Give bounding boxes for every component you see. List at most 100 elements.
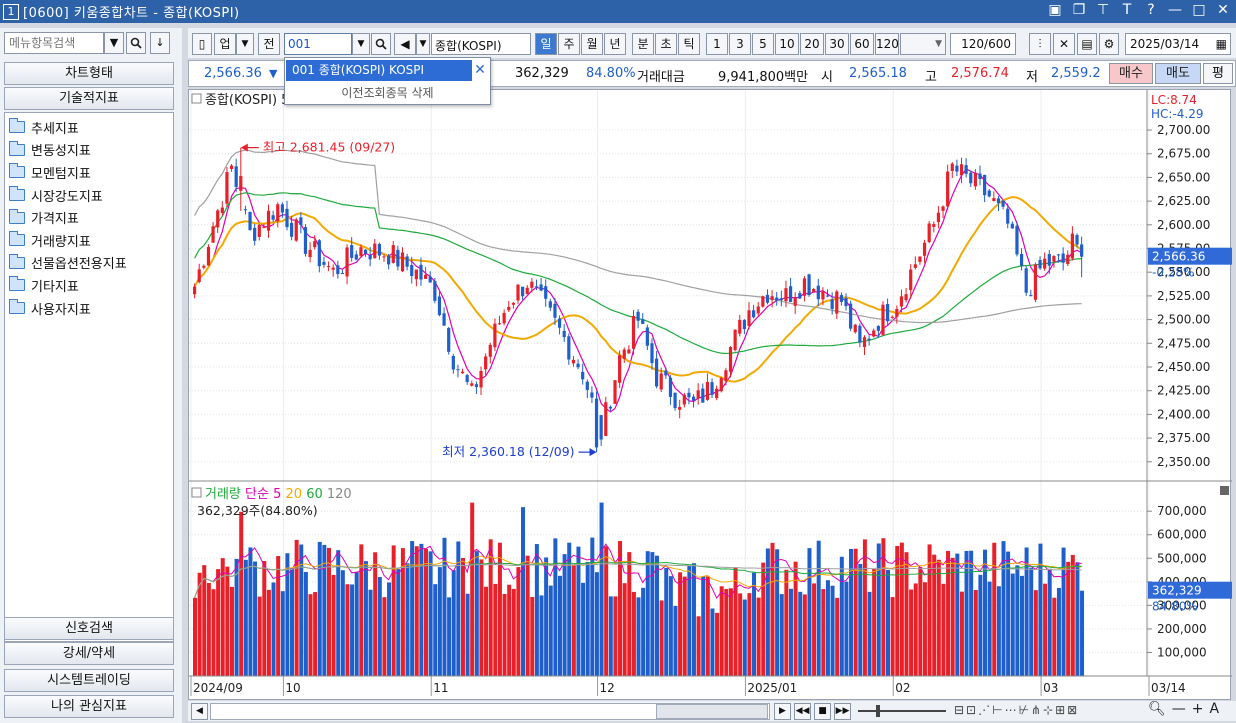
help-icon[interactable]: ? [1147, 2, 1155, 18]
scroll-left-icon[interactable]: ◀ [191, 703, 208, 720]
gear-icon[interactable]: ⚙ [1099, 33, 1119, 55]
close-icon[interactable]: ✕ [474, 62, 486, 78]
volume-bar [913, 583, 918, 676]
buy-button[interactable]: 매수 [1109, 63, 1153, 84]
chevron-down-icon[interactable]: ▼ [104, 32, 124, 54]
tree-item-volume[interactable]: 거래량지표 [5, 229, 173, 252]
panel-toggle-icon[interactable]: ▯ [192, 33, 212, 55]
interval-60-button[interactable]: 60 [850, 33, 874, 55]
period-tick-tab[interactable]: 틱 [678, 33, 700, 55]
market-type-select[interactable]: 업 [214, 33, 236, 55]
menu-search-input[interactable] [4, 32, 104, 54]
fast-forward-icon[interactable]: ▶▶ [834, 703, 851, 720]
calendar-icon[interactable]: ▦ [1215, 37, 1227, 51]
search-icon[interactable] [126, 32, 146, 54]
code-input[interactable] [284, 33, 352, 55]
save-icon[interactable]: ▤ [1077, 33, 1097, 55]
play-icon[interactable]: ▶ [774, 703, 791, 720]
window-number: 1 [3, 3, 19, 20]
my-indicators-button[interactable]: 나의 관심지표 [4, 695, 174, 718]
system-trading-button[interactable]: 시스템트레이딩 [4, 669, 174, 692]
close-icon[interactable]: ✕ [1217, 2, 1229, 18]
text-icon[interactable]: T [1122, 2, 1132, 18]
minimize-icon[interactable]: — [1168, 2, 1182, 18]
candle [548, 301, 552, 308]
interval-120-button[interactable]: 120 [875, 33, 899, 55]
search-icon[interactable] [371, 33, 391, 55]
tree-item-trend[interactable]: 추세지표 [5, 116, 173, 139]
volume-bar [932, 554, 937, 676]
speaker-icon[interactable]: ◀ [394, 33, 416, 55]
period-minute-tab[interactable]: 분 [632, 33, 654, 55]
rewind-icon[interactable]: ◀◀ [794, 703, 811, 720]
download-icon[interactable]: ↓ [150, 32, 170, 54]
interval-3-button[interactable]: 3 [729, 33, 751, 55]
interval-5-button[interactable]: 5 [752, 33, 774, 55]
recent-code-item[interactable]: 001 종합(KOSPI) KOSPI [286, 60, 472, 81]
crosshair-icon[interactable]: ✕ [1053, 33, 1075, 55]
zoom-controls[interactable]: 🔍︎—+A [1148, 701, 1226, 717]
scroll-track[interactable] [210, 703, 770, 720]
delete-recent-button[interactable]: 이전조회종목 삭제 [341, 86, 434, 100]
scroll-thumb[interactable] [656, 704, 768, 719]
period-second-tab[interactable]: 초 [655, 33, 677, 55]
tree-item-market-strength[interactable]: 시장강도지표 [5, 184, 173, 207]
chevron-down-icon[interactable]: ▼ [416, 33, 430, 55]
tree-item-momentum[interactable]: 모멘텀지표 [5, 161, 173, 184]
volume-bar [825, 580, 830, 676]
chart-type-button[interactable]: 차트형태 [4, 62, 174, 85]
tree-item-volatility[interactable]: 변동성지표 [5, 139, 173, 162]
maximize-icon[interactable]: □ [1192, 2, 1206, 18]
candle [1066, 254, 1070, 265]
chart-toolbar: ▯ 업 ▼ 전 ▼ ◀ ▼ 종합(KOSPI) 일 주 월 년 분 초 틱 1 … [188, 28, 1236, 58]
strength-weakness-button[interactable]: 강세/약세 [4, 642, 174, 665]
period-day-tab[interactable]: 일 [535, 33, 557, 55]
volume-bar [918, 566, 923, 676]
chart-canvas[interactable]: 2,700.00 2,675.00 2,650.00 2,625.00 2,600.00… [189, 90, 1232, 701]
candle [410, 265, 414, 277]
chevron-down-icon[interactable]: ▼ [236, 33, 254, 55]
interval-20-button[interactable]: 20 [800, 33, 824, 55]
interval-30-button[interactable]: 30 [825, 33, 849, 55]
recent-code-dropdown: 001 종합(KOSPI) KOSPI ✕ 이전조회종목 삭제 [284, 57, 491, 105]
all-button[interactable]: 전 [258, 33, 280, 55]
drawing-tools-icon[interactable]: ⊟⊡⋰⊢⋯⊬⋔⊹⊞⊠ [954, 703, 1080, 717]
volume-pane-icon[interactable] [191, 487, 202, 498]
zoom-slider[interactable] [858, 710, 946, 712]
period-year-tab[interactable]: 년 [604, 33, 626, 55]
sell-button[interactable]: 매도 [1155, 63, 1201, 84]
period-week-tab[interactable]: 주 [558, 33, 580, 55]
candle [1070, 233, 1074, 259]
volume-bar [1006, 551, 1011, 676]
bottom-scrollbar[interactable]: ◀ ▶ ◀◀ ■ ▶▶ ⊟⊡⋰⊢⋯⊬⋔⊹⊞⊠ 🔍︎—+A [188, 701, 1236, 721]
candle [294, 219, 298, 241]
date-field[interactable]: 2025/03/14 ▦ [1125, 33, 1231, 55]
interval-10-button[interactable]: 10 [775, 33, 799, 55]
evaluate-button[interactable]: 평 [1203, 63, 1233, 84]
signal-search-button[interactable]: 신호검색 [4, 617, 174, 640]
restore-icon[interactable]: ❐ [1072, 2, 1086, 18]
layout-icon[interactable]: ▣ [1048, 2, 1062, 18]
tree-item-other[interactable]: 기타지표 [5, 274, 173, 297]
count-field[interactable]: 120/600 [950, 33, 1016, 55]
pin-icon[interactable]: ⊤ [1096, 2, 1110, 18]
candle [442, 313, 446, 326]
technical-indicator-button[interactable]: 기술적지표 [4, 87, 174, 110]
tree-item-user[interactable]: 사용자지표 [5, 297, 173, 320]
chart-area[interactable]: 2,700.00 2,675.00 2,650.00 2,625.00 2,600.00… [188, 89, 1232, 701]
period-month-tab[interactable]: 월 [581, 33, 603, 55]
pane-collapse-icon[interactable] [191, 93, 202, 104]
candle [613, 380, 617, 404]
tree-item-price[interactable]: 가격지표 [5, 206, 173, 229]
x-tick-label: 03 [1043, 681, 1058, 695]
stop-icon[interactable]: ■ [814, 703, 831, 720]
interval-custom-select[interactable]: ▼ [900, 33, 946, 55]
code-dropdown-icon[interactable]: ▼ [352, 33, 370, 55]
price-tick-label: 2,400.00 [1157, 407, 1210, 421]
tree-item-futures-options[interactable]: 선물옵션전용지표 [5, 252, 173, 275]
zoom-slider-handle[interactable] [876, 705, 880, 717]
candle-settings-icon[interactable]: ⫶ [1029, 33, 1051, 55]
pane-collapse-icon[interactable] [1220, 486, 1229, 495]
interval-1-button[interactable]: 1 [706, 33, 728, 55]
candle [696, 390, 700, 399]
